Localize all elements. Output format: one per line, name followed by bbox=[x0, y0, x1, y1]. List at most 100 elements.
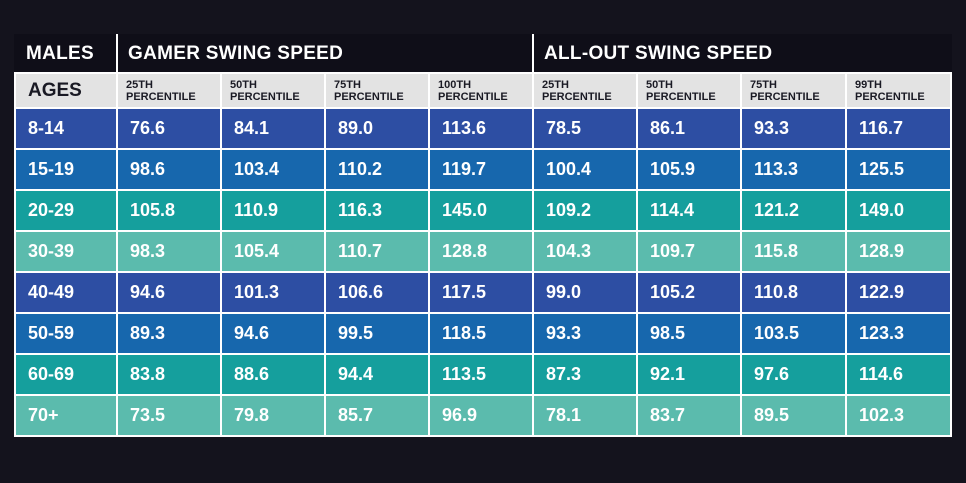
table-row: 60-69 83.8 88.6 94.4 113.5 87.3 92.1 97.6 114.6 bbox=[14, 353, 953, 396]
speed-value-cell: 83.8 bbox=[116, 353, 222, 396]
speed-value-cell: 93.3 bbox=[532, 312, 638, 355]
speed-value-cell: 109.7 bbox=[636, 230, 742, 273]
speed-value-cell: 79.8 bbox=[220, 394, 326, 437]
speed-value-cell: 102.3 bbox=[844, 394, 953, 437]
males-header: MALES bbox=[14, 34, 118, 74]
speed-value-cell: 92.1 bbox=[636, 353, 742, 396]
speed-value-cell: 110.8 bbox=[740, 271, 847, 314]
percentile-rank-label: 100TH bbox=[438, 78, 472, 91]
speed-value-cell: 105.8 bbox=[116, 189, 222, 232]
title-row: MALES GAMER SWING SPEED ALL-OUT SWING SP… bbox=[14, 34, 953, 74]
speed-value-cell: 105.9 bbox=[636, 148, 742, 191]
age-range-cell: 40-49 bbox=[14, 271, 118, 314]
speed-value-cell: 86.1 bbox=[636, 107, 742, 150]
speed-value-cell: 73.5 bbox=[116, 394, 222, 437]
speed-value-cell: 103.5 bbox=[740, 312, 847, 355]
percentile-rank-label: 50TH bbox=[646, 78, 673, 91]
table-body: MALES GAMER SWING SPEED ALL-OUT SWING SP… bbox=[14, 34, 953, 437]
table-row: 15-19 98.6 103.4 110.2 119.7 100.4 105.9 113.3 1… bbox=[14, 148, 953, 191]
gamer-swing-speed-header: GAMER SWING SPEED bbox=[116, 34, 534, 74]
speed-value-cell: 105.2 bbox=[636, 271, 742, 314]
table-row: 8-14 76.6 84.1 89.0 113.6 78.5 86.1 93.3 116.7 bbox=[14, 107, 953, 150]
speed-value-cell: 110.7 bbox=[324, 230, 430, 273]
speed-value-cell: 115.8 bbox=[740, 230, 847, 273]
percentile-header-7: 99TH PERCENTILE bbox=[844, 72, 953, 109]
speed-value-cell: 94.6 bbox=[116, 271, 222, 314]
speed-value-cell: 125.5 bbox=[844, 148, 953, 191]
speed-value-cell: 89.0 bbox=[324, 107, 430, 150]
speed-value-cell: 96.9 bbox=[428, 394, 534, 437]
speed-value-cell: 116.3 bbox=[324, 189, 430, 232]
speed-value-cell: 88.6 bbox=[220, 353, 326, 396]
table-row: 40-49 94.6 101.3 106.6 117.5 99.0 105.2 110.8 12… bbox=[14, 271, 953, 314]
percentile-rank-label: 25TH bbox=[126, 78, 153, 91]
ages-header: AGES bbox=[14, 72, 118, 109]
speed-value-cell: 113.6 bbox=[428, 107, 534, 150]
percentile-header-1: 50TH PERCENTILE bbox=[220, 72, 326, 109]
percentile-word-label: PERCENTILE bbox=[438, 90, 508, 103]
speed-value-cell: 121.2 bbox=[740, 189, 847, 232]
percentile-rank-label: 99TH bbox=[855, 78, 882, 91]
speed-value-cell: 118.5 bbox=[428, 312, 534, 355]
percentile-word-label: PERCENTILE bbox=[750, 90, 820, 103]
percentile-word-label: PERCENTILE bbox=[646, 90, 716, 103]
speed-value-cell: 85.7 bbox=[324, 394, 430, 437]
speed-value-cell: 103.4 bbox=[220, 148, 326, 191]
speed-value-cell: 117.5 bbox=[428, 271, 534, 314]
age-range-cell: 60-69 bbox=[14, 353, 118, 396]
swing-speed-table: MALES GAMER SWING SPEED ALL-OUT SWING SP… bbox=[14, 34, 953, 437]
speed-value-cell: 119.7 bbox=[428, 148, 534, 191]
age-range-cell: 30-39 bbox=[14, 230, 118, 273]
percentile-rank-label: 75TH bbox=[750, 78, 777, 91]
percentile-rank-label: 50TH bbox=[230, 78, 257, 91]
speed-value-cell: 76.6 bbox=[116, 107, 222, 150]
percentile-word-label: PERCENTILE bbox=[230, 90, 300, 103]
speed-value-cell: 99.0 bbox=[532, 271, 638, 314]
speed-value-cell: 113.5 bbox=[428, 353, 534, 396]
speed-value-cell: 98.3 bbox=[116, 230, 222, 273]
speed-value-cell: 109.2 bbox=[532, 189, 638, 232]
percentile-word-label: PERCENTILE bbox=[334, 90, 404, 103]
speed-value-cell: 97.6 bbox=[740, 353, 847, 396]
speed-value-cell: 78.5 bbox=[532, 107, 638, 150]
speed-value-cell: 100.4 bbox=[532, 148, 638, 191]
speed-value-cell: 128.9 bbox=[844, 230, 953, 273]
table-row: 30-39 98.3 105.4 110.7 128.8 104.3 109.7 115.8 1… bbox=[14, 230, 953, 273]
percentile-rank-label: 75TH bbox=[334, 78, 361, 91]
speed-value-cell: 105.4 bbox=[220, 230, 326, 273]
speed-value-cell: 93.3 bbox=[740, 107, 847, 150]
percentile-header-row: AGES 25TH PERCENTILE 50TH PERCENTILE 75TH PER… bbox=[14, 72, 953, 109]
speed-value-cell: 78.1 bbox=[532, 394, 638, 437]
speed-value-cell: 114.6 bbox=[844, 353, 953, 396]
percentile-header-6: 75TH PERCENTILE bbox=[740, 72, 847, 109]
percentile-word-label: PERCENTILE bbox=[542, 90, 612, 103]
speed-value-cell: 94.4 bbox=[324, 353, 430, 396]
table-row: 70+ 73.5 79.8 85.7 96.9 78.1 83.7 89.5 102.3 bbox=[14, 394, 953, 437]
speed-value-cell: 145.0 bbox=[428, 189, 534, 232]
percentile-header-3: 100TH PERCENTILE bbox=[428, 72, 534, 109]
speed-value-cell: 84.1 bbox=[220, 107, 326, 150]
percentile-header-5: 50TH PERCENTILE bbox=[636, 72, 742, 109]
speed-value-cell: 149.0 bbox=[844, 189, 953, 232]
speed-value-cell: 98.5 bbox=[636, 312, 742, 355]
speed-value-cell: 89.5 bbox=[740, 394, 847, 437]
table-row: 50-59 89.3 94.6 99.5 118.5 93.3 98.5 103.5 123.3 bbox=[14, 312, 953, 355]
speed-value-cell: 83.7 bbox=[636, 394, 742, 437]
speed-value-cell: 116.7 bbox=[844, 107, 953, 150]
all-out-swing-speed-header: ALL-OUT SWING SPEED bbox=[531, 34, 953, 74]
age-range-cell: 20-29 bbox=[14, 189, 118, 232]
speed-value-cell: 106.6 bbox=[324, 271, 430, 314]
speed-value-cell: 94.6 bbox=[220, 312, 326, 355]
swing-speed-table-container: MALES GAMER SWING SPEED ALL-OUT SWING SP… bbox=[14, 34, 953, 446]
speed-value-cell: 110.2 bbox=[324, 148, 430, 191]
speed-value-cell: 98.6 bbox=[116, 148, 222, 191]
speed-value-cell: 114.4 bbox=[636, 189, 742, 232]
percentile-header-0: 25TH PERCENTILE bbox=[116, 72, 222, 109]
speed-value-cell: 123.3 bbox=[844, 312, 953, 355]
speed-value-cell: 128.8 bbox=[428, 230, 534, 273]
percentile-word-label: PERCENTILE bbox=[126, 90, 196, 103]
age-range-cell: 50-59 bbox=[14, 312, 118, 355]
percentile-word-label: PERCENTILE bbox=[855, 90, 925, 103]
speed-value-cell: 110.9 bbox=[220, 189, 326, 232]
speed-value-cell: 113.3 bbox=[740, 148, 847, 191]
